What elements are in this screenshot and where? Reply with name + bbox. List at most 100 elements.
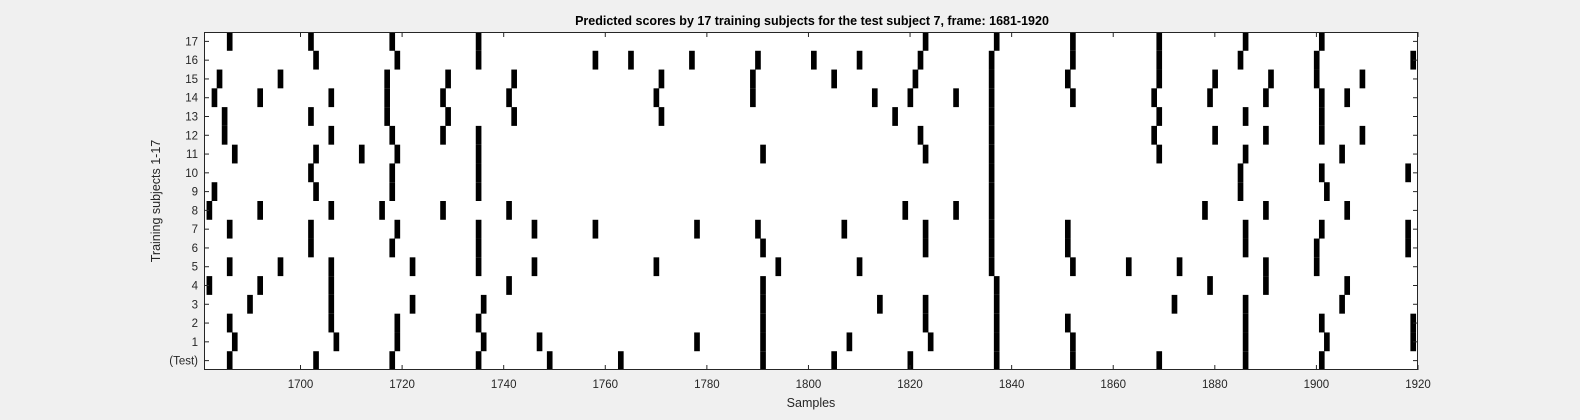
heatmap-cell bbox=[1156, 69, 1163, 89]
heatmap-cell bbox=[206, 276, 213, 295]
heatmap-cell bbox=[1237, 163, 1244, 183]
heatmap-cell bbox=[592, 219, 599, 239]
heatmap-cell bbox=[226, 219, 233, 239]
plot-frame bbox=[204, 32, 1418, 370]
heatmap-cell bbox=[694, 219, 700, 239]
heatmap-cell bbox=[358, 144, 365, 164]
heatmap-cell bbox=[389, 351, 396, 370]
y-tick-label: (Test) bbox=[169, 356, 198, 368]
heatmap-cell bbox=[993, 294, 1000, 314]
heatmap-cell bbox=[1263, 257, 1269, 277]
heatmap-cell bbox=[1064, 238, 1071, 258]
heatmap-cell bbox=[877, 294, 883, 314]
heatmap-cell bbox=[988, 69, 995, 89]
heatmap-cell bbox=[226, 313, 233, 333]
heatmap-cell bbox=[1339, 294, 1345, 314]
heatmap-cell bbox=[953, 201, 959, 220]
heatmap-cell bbox=[1171, 294, 1178, 314]
heatmap-cell bbox=[384, 107, 390, 126]
heatmap-cell bbox=[1070, 50, 1076, 70]
heatmap-cell bbox=[1242, 144, 1249, 164]
heatmap-cell bbox=[922, 144, 929, 164]
heatmap-cell bbox=[1318, 32, 1325, 51]
heatmap-cell bbox=[313, 50, 319, 70]
heatmap-cell bbox=[277, 69, 284, 89]
x-tick-label: 1740 bbox=[491, 379, 517, 391]
y-tick-label: 14 bbox=[185, 93, 198, 105]
heatmap-cell bbox=[988, 238, 995, 258]
heatmap-cell bbox=[1313, 257, 1320, 277]
y-tick-label: 1 bbox=[192, 337, 198, 349]
x-tick-label: 1860 bbox=[1100, 379, 1126, 391]
x-tick-label: 1800 bbox=[796, 379, 822, 391]
heatmap-cell bbox=[811, 50, 817, 70]
y-tick-label: 9 bbox=[192, 187, 198, 199]
heatmap-cell bbox=[211, 88, 218, 108]
y-tick-label: 13 bbox=[185, 112, 198, 124]
y-tick-label: 7 bbox=[192, 224, 198, 236]
heatmap-cell bbox=[394, 332, 401, 352]
heatmap-cell bbox=[628, 50, 634, 70]
heatmap-cell bbox=[760, 332, 766, 352]
heatmap-cell bbox=[1156, 50, 1163, 70]
heatmap-cell bbox=[993, 32, 1000, 51]
heatmap-cell bbox=[755, 50, 761, 70]
heatmap-cell bbox=[917, 125, 924, 145]
heatmap-cell bbox=[511, 69, 517, 89]
heatmap-cell bbox=[506, 276, 512, 295]
heatmap-cell bbox=[328, 201, 335, 220]
heatmap-cell bbox=[389, 163, 396, 183]
y-tick-label: 15 bbox=[185, 74, 198, 86]
heatmap-cell bbox=[988, 182, 995, 201]
heatmap-cell bbox=[475, 32, 482, 51]
heatmap-cell bbox=[445, 69, 451, 89]
heatmap-cell bbox=[1263, 201, 1269, 220]
y-tick-label: 8 bbox=[192, 205, 198, 217]
heatmap-cell bbox=[760, 276, 766, 295]
heatmap-cell bbox=[389, 125, 396, 145]
heatmap-cell bbox=[1318, 88, 1325, 108]
heatmap-cell bbox=[1156, 351, 1163, 370]
x-tick-label: 1720 bbox=[389, 379, 415, 391]
heatmap-cell bbox=[760, 351, 766, 370]
heatmap-cell bbox=[1313, 69, 1320, 89]
heatmap-cell bbox=[658, 69, 665, 89]
heatmap-cell bbox=[1324, 332, 1330, 352]
heatmap-cell bbox=[988, 50, 995, 70]
heatmap-cell bbox=[1344, 88, 1351, 108]
heatmap-cell bbox=[988, 88, 995, 108]
heatmap-cell bbox=[922, 294, 929, 314]
heatmap-cell bbox=[1405, 238, 1411, 258]
heatmap-cell bbox=[1263, 125, 1269, 145]
heatmap-cell bbox=[1242, 32, 1249, 51]
heatmap-cell bbox=[1156, 144, 1163, 164]
heatmap-cell bbox=[988, 144, 995, 164]
heatmap-cell bbox=[1344, 276, 1351, 295]
x-tick-label: 1840 bbox=[999, 379, 1025, 391]
heatmap-cell bbox=[1064, 219, 1071, 239]
y-tick-label: 6 bbox=[192, 243, 198, 255]
heatmap-cell bbox=[1212, 125, 1218, 145]
y-tick-label: 10 bbox=[185, 168, 198, 180]
y-tick-label: 2 bbox=[192, 318, 198, 330]
x-tick-label: 1900 bbox=[1304, 379, 1330, 391]
heatmap-cell bbox=[750, 69, 756, 89]
heatmap-cell bbox=[379, 201, 385, 220]
heatmap-cell bbox=[1070, 257, 1076, 277]
heatmap-cell bbox=[1212, 69, 1218, 89]
heatmap-cell bbox=[440, 88, 446, 108]
heatmap-cell bbox=[1318, 163, 1325, 183]
heatmap-cell bbox=[1176, 257, 1183, 277]
heatmap-cell bbox=[531, 219, 538, 239]
heatmap-cell bbox=[394, 50, 401, 70]
heatmap-cell bbox=[409, 294, 416, 314]
heatmap-cell bbox=[257, 88, 264, 108]
heatmap-cell bbox=[308, 107, 314, 126]
heatmap-cell bbox=[1318, 351, 1325, 370]
heatmap-cell bbox=[440, 125, 446, 145]
y-tick-label: 3 bbox=[192, 299, 198, 311]
y-axis-label: Training subjects 1-17 bbox=[149, 140, 163, 263]
heatmap-cell bbox=[988, 163, 995, 183]
